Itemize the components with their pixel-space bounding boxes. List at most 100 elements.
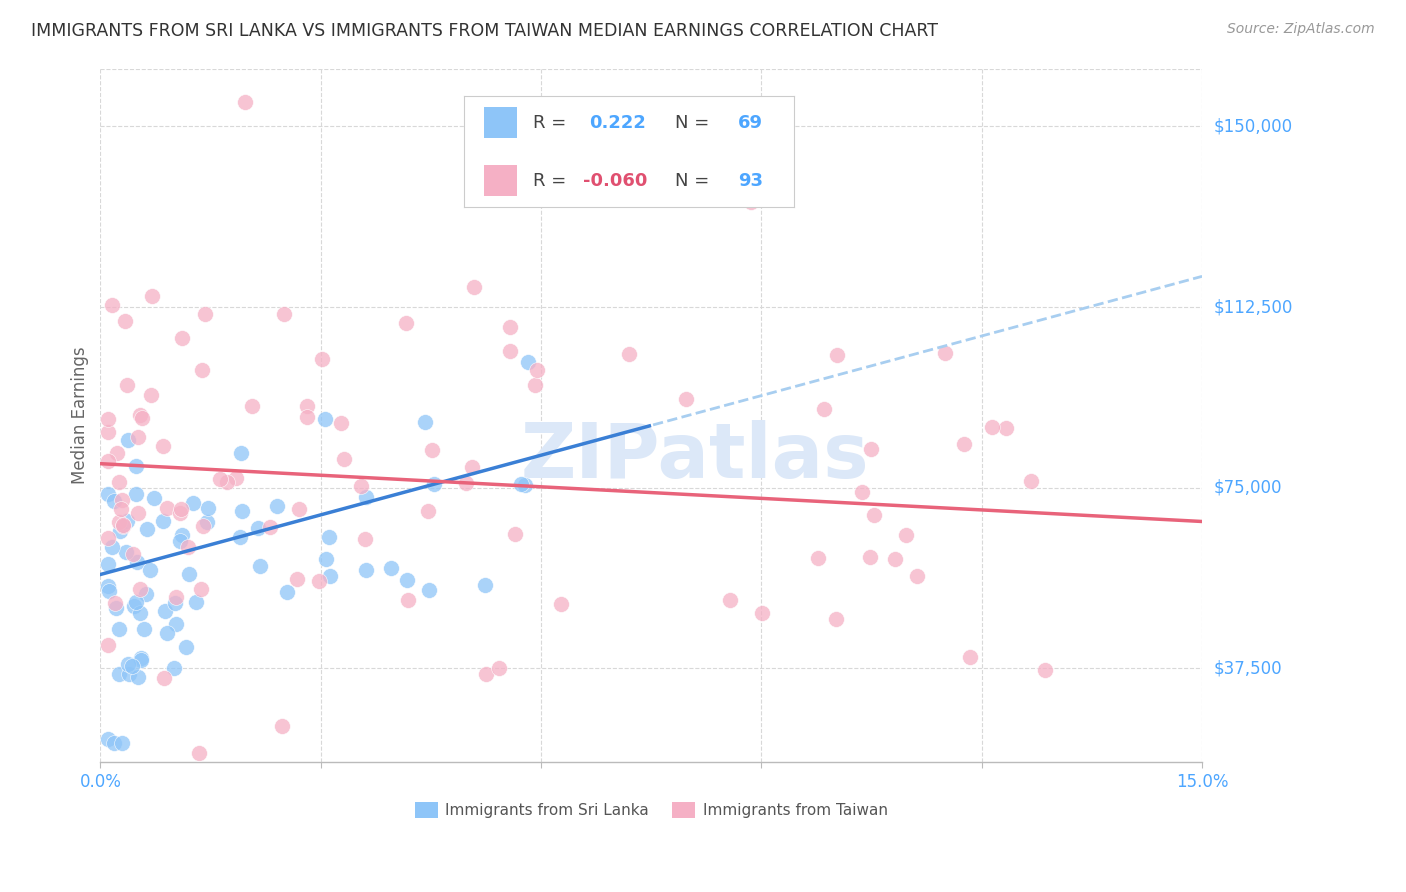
Point: [825, 612, 848, 626]
Point: [103, 736, 125, 750]
Point: [131, 411, 153, 425]
Point: [129, 408, 152, 422]
Point: [127, 555, 149, 569]
Point: [117, 433, 139, 447]
Point: [319, 569, 342, 583]
Point: [97, 732, 120, 747]
Point: [314, 412, 336, 426]
Point: [416, 503, 439, 517]
Point: [97, 412, 120, 426]
Point: [169, 506, 191, 520]
Point: [285, 572, 308, 586]
Point: [156, 626, 179, 640]
Point: [259, 519, 281, 533]
Point: [1019, 474, 1042, 488]
Point: [122, 599, 145, 613]
Point: [110, 524, 132, 539]
Point: [105, 446, 128, 460]
Point: [108, 516, 131, 530]
Point: [129, 606, 152, 620]
Point: [617, 347, 640, 361]
Point: [152, 515, 174, 529]
Point: [266, 499, 288, 513]
Point: [463, 280, 485, 294]
Point: [315, 551, 337, 566]
Point: [125, 486, 148, 500]
Point: [740, 194, 762, 209]
Point: [127, 506, 149, 520]
Point: [197, 501, 219, 516]
Point: [141, 289, 163, 303]
Point: [110, 502, 132, 516]
Text: ZIPatlas: ZIPatlas: [522, 420, 869, 494]
Point: [129, 650, 152, 665]
Point: [217, 475, 239, 490]
Point: [111, 493, 134, 508]
Y-axis label: Median Earnings: Median Earnings: [72, 347, 89, 484]
Text: $150,000: $150,000: [1213, 118, 1292, 136]
Point: [807, 550, 830, 565]
Point: [153, 671, 176, 685]
Point: [276, 584, 298, 599]
Point: [356, 490, 378, 504]
Point: [108, 475, 131, 489]
Point: [474, 578, 496, 592]
Point: [97, 579, 120, 593]
Point: [550, 597, 572, 611]
Point: [117, 657, 139, 671]
Point: [413, 415, 436, 429]
Point: [108, 622, 131, 636]
Point: [179, 566, 201, 581]
Point: [156, 500, 179, 515]
Point: [396, 592, 419, 607]
Point: [718, 592, 741, 607]
Point: [165, 590, 187, 604]
Point: [981, 420, 1004, 434]
Point: [104, 596, 127, 610]
Point: [190, 582, 212, 597]
Point: [246, 521, 269, 535]
Point: [271, 719, 294, 733]
Point: [675, 392, 697, 406]
Point: [125, 595, 148, 609]
Point: [308, 574, 330, 589]
Point: [136, 522, 159, 536]
Point: [240, 400, 263, 414]
Point: [228, 530, 250, 544]
Point: [169, 533, 191, 548]
Point: [350, 479, 373, 493]
Point: [488, 661, 510, 675]
Point: [132, 622, 155, 636]
Point: [333, 451, 356, 466]
Point: [297, 399, 319, 413]
Point: [125, 459, 148, 474]
Point: [509, 477, 531, 491]
Point: [475, 666, 498, 681]
Point: [170, 528, 193, 542]
Point: [751, 606, 773, 620]
Text: Source: ZipAtlas.com: Source: ZipAtlas.com: [1227, 22, 1375, 37]
Point: [100, 298, 122, 312]
Point: [953, 437, 976, 451]
Point: [1033, 663, 1056, 677]
Point: [152, 439, 174, 453]
Point: [117, 667, 139, 681]
Point: [176, 540, 198, 554]
Point: [851, 485, 873, 500]
Point: [460, 459, 482, 474]
Point: [884, 552, 907, 566]
Point: [135, 587, 157, 601]
Point: [143, 491, 166, 506]
Point: [813, 402, 835, 417]
Point: [104, 601, 127, 615]
Point: [456, 476, 478, 491]
Point: [121, 659, 143, 673]
Point: [894, 528, 917, 542]
Point: [423, 476, 446, 491]
Point: [111, 519, 134, 533]
Point: [114, 314, 136, 328]
Point: [318, 529, 340, 543]
Point: [111, 518, 134, 533]
Point: [295, 410, 318, 425]
Point: [860, 442, 883, 457]
